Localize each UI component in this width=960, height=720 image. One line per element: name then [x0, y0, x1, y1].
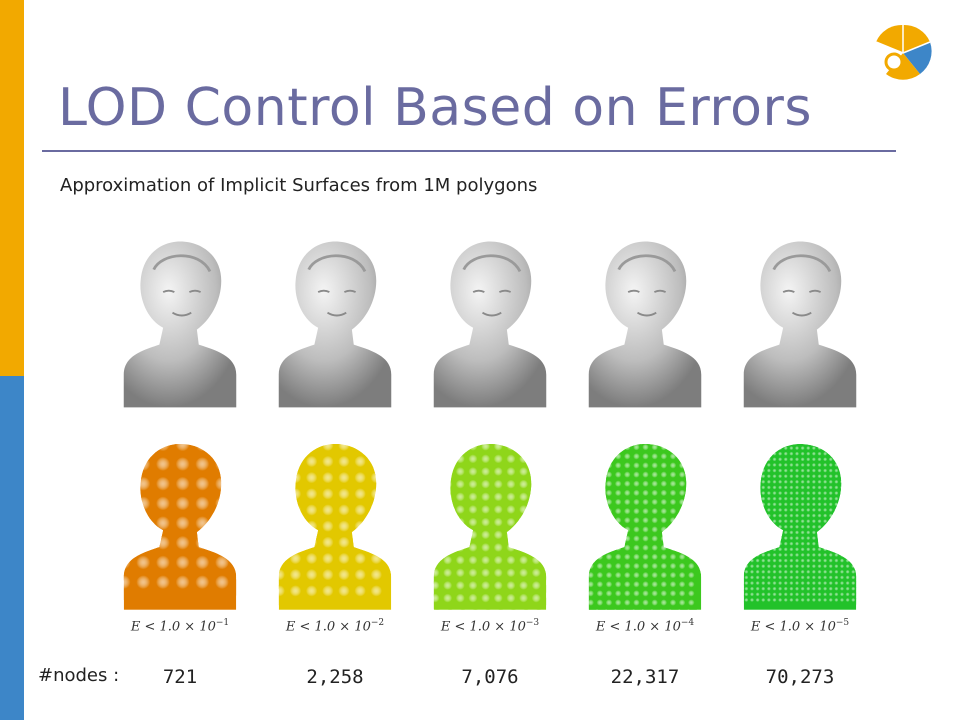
error-threshold-label: E < 1.0 × 10−2: [260, 618, 410, 634]
lod-level-4: E < 1.0 × 10−4: [570, 228, 720, 648]
bust-render-icon: [123, 241, 237, 408]
title-divider: [42, 150, 896, 152]
lod-level-3: E < 1.0 × 10−3: [415, 228, 565, 648]
accent-bar-top: [0, 0, 24, 376]
lod-level-2: E < 1.0 × 10−2: [260, 228, 410, 648]
node-count: 7,076: [461, 666, 519, 688]
error-threshold-exponent: −2: [370, 618, 385, 628]
orange-sphere-cluster-icon: [123, 443, 237, 610]
error-threshold-base: E < 1.0 × 10: [440, 619, 526, 635]
node-count: 22,317: [610, 666, 680, 688]
bust-render-icon: [588, 241, 702, 408]
error-threshold-base: E < 1.0 × 10: [595, 619, 681, 635]
bust-render-icon: [743, 241, 857, 408]
node-count: 70,273: [765, 666, 835, 688]
bust-render-icon: [433, 241, 547, 408]
nodes-label: #nodes :: [38, 665, 120, 686]
lod-level-1: E < 1.0 × 10−1: [105, 228, 255, 648]
ginkgo-logo-icon: [875, 24, 932, 80]
node-count: 721: [162, 666, 198, 688]
error-threshold-label: E < 1.0 × 10−5: [725, 618, 875, 634]
error-threshold-exponent: −4: [680, 618, 695, 628]
accent-bar-bottom: [0, 376, 24, 720]
bright-green-sphere-cluster-icon: [743, 443, 857, 610]
bust-render-icon: [278, 241, 392, 408]
error-threshold-exponent: −3: [525, 618, 540, 628]
error-threshold-exponent: −1: [215, 618, 230, 628]
error-threshold-label: E < 1.0 × 10−3: [415, 618, 565, 634]
light-green-sphere-cluster-icon: [433, 443, 547, 610]
error-threshold-base: E < 1.0 × 10: [285, 619, 371, 635]
error-threshold-exponent: −5: [835, 618, 850, 628]
error-threshold-label: E < 1.0 × 10−1: [105, 618, 255, 634]
error-threshold-base: E < 1.0 × 10: [130, 619, 216, 635]
lod-level-5: E < 1.0 × 10−5: [725, 228, 875, 648]
slide-subtitle: Approximation of Implicit Surfaces from …: [60, 175, 538, 196]
yellow-sphere-cluster-icon: [278, 443, 392, 610]
error-threshold-base: E < 1.0 × 10: [750, 619, 836, 635]
error-threshold-label: E < 1.0 × 10−4: [570, 618, 720, 634]
node-count: 2,258: [306, 666, 364, 688]
slide-title: LOD Control Based on Errors: [58, 78, 812, 138]
green-sphere-cluster-icon: [588, 443, 702, 610]
